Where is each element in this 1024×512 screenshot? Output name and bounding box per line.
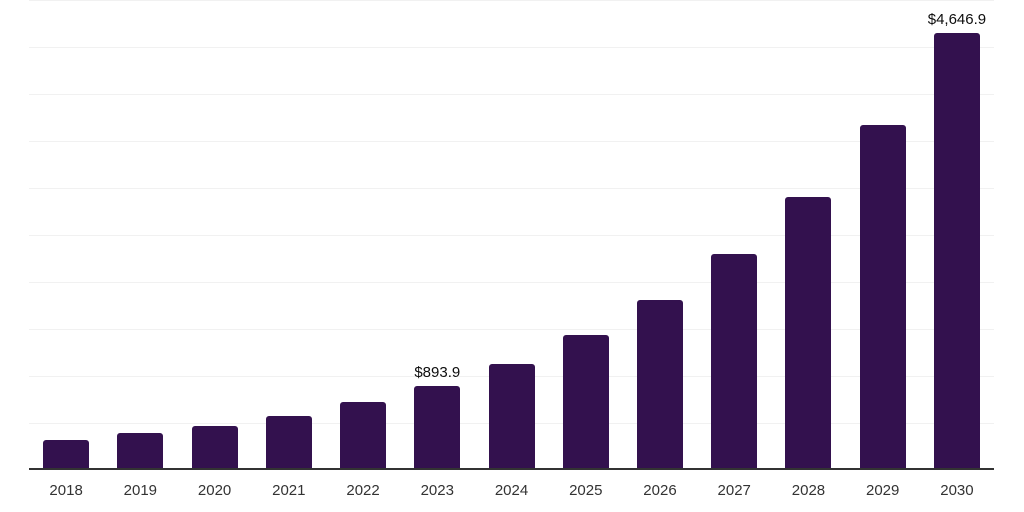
bar-slot-2021: [252, 0, 326, 470]
x-tick-2029: 2029: [866, 482, 900, 499]
gridline-2500: [29, 235, 994, 236]
gridline-2000: [29, 282, 994, 283]
x-axis-labels: 2018 2019 2020 2021 2022 2023 2024 2025 2026 2027…: [29, 481, 994, 501]
bar-2018: [43, 440, 90, 470]
x-tick-2022: 2022: [346, 482, 380, 499]
bar-2023: $893.9: [414, 365, 461, 470]
x-axis-line: [29, 468, 994, 470]
bar-slot-2023: $893.9: [400, 0, 474, 470]
bar-slot-2022: [326, 0, 400, 470]
data-label-2030: $4,646.9: [927, 11, 987, 29]
gridline-3000: [29, 188, 994, 189]
bar-slot-2024: [474, 0, 548, 470]
bar-2028: [785, 197, 832, 470]
gridline-1500: [29, 329, 994, 330]
x-tick-2023: 2023: [420, 482, 454, 499]
bar-2019: [117, 433, 164, 470]
bar-slot-2029: [846, 0, 920, 470]
gridline-5000: [29, 0, 994, 1]
x-tick-2018: 2018: [49, 482, 83, 499]
bar-2024: [488, 363, 535, 470]
bar-2020: [191, 425, 238, 470]
data-label-2023: $893.9: [414, 363, 461, 381]
x-tick-2026: 2026: [643, 482, 677, 499]
bar-slot-2030: $4,646.9: [920, 0, 994, 470]
x-tick-2020: 2020: [197, 482, 232, 499]
gridline-3500: [29, 141, 994, 142]
x-tick-2019: 2019: [123, 482, 158, 499]
bar-2026: [636, 299, 683, 470]
x-tick-2021: 2021: [272, 482, 306, 499]
bar-slot-2019: [103, 0, 177, 470]
bar-2029: [859, 124, 906, 470]
bar-slot-2027: [697, 0, 771, 470]
bar-slot-2025: [549, 0, 623, 470]
bar-slot-2026: [623, 0, 697, 470]
plot-area: $893.9 $4,646.9: [29, 0, 994, 470]
x-tick-2030: 2030: [940, 482, 974, 499]
bar-2021: [265, 415, 312, 470]
bar-slot-2028: [771, 0, 845, 470]
bar-2027: [711, 254, 758, 470]
bar-2025: [562, 335, 609, 470]
bar-slot-2018: [29, 0, 103, 470]
x-tick-2024: 2024: [494, 482, 529, 499]
bar-2030: $4,646.9: [928, 12, 986, 470]
x-tick-2025: 2025: [569, 482, 603, 499]
bar-slot-2020: [177, 0, 251, 470]
gridline-4000: [29, 94, 994, 95]
bar-2022: [340, 402, 387, 470]
gridline-4500: [29, 47, 994, 48]
bars: $893.9 $4,646.9: [29, 0, 994, 470]
x-tick-2028: 2028: [791, 482, 826, 499]
x-tick-2027: 2027: [717, 482, 751, 499]
